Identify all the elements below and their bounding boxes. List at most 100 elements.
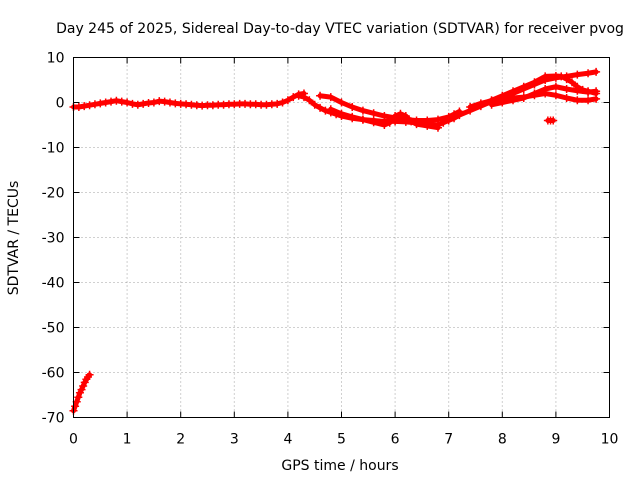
data-point [316,91,325,100]
y-tick-label: 0 [56,96,65,112]
data-point [273,99,282,108]
y-tick-label: -20 [42,186,65,202]
data-point [326,105,335,114]
data-point [149,98,158,107]
series-track-c [326,105,442,132]
series-isolated-segment [543,116,558,125]
data-point [380,121,389,129]
data-point [337,109,346,118]
data-point [592,94,601,103]
data-point [567,78,576,87]
data-point [90,100,99,109]
data-point [519,94,528,102]
data-point [433,115,442,124]
data-point [551,82,560,91]
data-point [85,101,94,110]
data-point [498,98,507,107]
data-point [77,385,86,394]
data-point [283,96,292,105]
data-point [380,112,389,120]
x-tick-label: 8 [498,432,507,448]
data-point [407,117,416,126]
x-axis-label: GPS time / hours [281,458,398,474]
data-point [71,402,80,411]
data-point [423,121,432,130]
data-point [557,72,566,81]
data-point [326,93,335,102]
data-point [584,88,593,97]
data-point [165,98,174,107]
data-point [294,91,303,100]
data-point [321,106,330,115]
data-point [391,112,400,120]
data-point [358,115,367,124]
data-point [348,103,357,111]
y-tick-label: 10 [47,51,65,67]
x-tick-label: 0 [69,432,78,448]
data-points [69,67,601,415]
data-point [549,116,558,125]
data-point [305,96,314,105]
x-tick-label: 6 [391,432,400,448]
x-tick-label: 9 [551,432,560,448]
x-tick-label: 3 [230,432,239,448]
data-point [412,120,421,129]
data-point [128,99,137,108]
data-point [123,98,132,107]
data-point [562,85,571,93]
data-point [584,96,593,105]
y-tick-label: -30 [42,231,65,247]
data-point [74,393,83,402]
data-point [160,97,169,106]
y-axis-label: SDTVAR / TECUs [6,181,22,296]
data-point [289,93,298,102]
data-point [476,99,485,108]
data-point [299,93,308,102]
data-point [74,103,83,111]
data-point [133,100,142,109]
x-tick-label: 1 [123,432,132,448]
data-point [487,100,496,109]
data-point [385,118,394,127]
data-point [112,96,121,105]
data-point [519,82,528,91]
data-point [541,72,550,81]
axis-ticks: 0 1 2 3 4 5 6 7 8 9 10 10 0 -10 -20 -30 -40 -50 -60 -70 [42,51,619,448]
data-point [337,98,346,107]
y-tick-label: -60 [42,366,65,382]
data-point [101,98,110,107]
data-point [444,112,453,121]
data-point [72,397,81,406]
data-point [369,118,378,127]
data-point [541,85,550,93]
data-point [530,78,539,87]
data-point [96,99,105,108]
data-point [310,100,319,109]
x-tick-label: 7 [444,432,453,448]
data-point [80,102,89,111]
data-point [530,89,539,98]
data-point [573,96,582,105]
y-tick-label: -10 [42,141,65,157]
data-point [509,87,518,96]
data-point [278,98,287,107]
data-point [455,107,464,116]
data-point [551,91,560,100]
y-tick-label: -40 [42,276,65,292]
series-track-f [487,82,601,109]
data-point [107,97,116,106]
x-tick-label: 5 [337,432,346,448]
chart-title: Day 245 of 2025, Sidereal Day-to-day VTE… [56,21,624,37]
data-point [316,103,325,112]
data-point [562,75,571,84]
data-point [592,87,601,96]
data-point [509,96,518,105]
data-point [573,70,582,79]
y-tick-label: -50 [42,321,65,337]
data-point [562,94,571,102]
data-point [592,67,601,76]
y-tick-label: -70 [42,411,65,427]
data-point [573,86,582,95]
data-point [79,382,88,390]
